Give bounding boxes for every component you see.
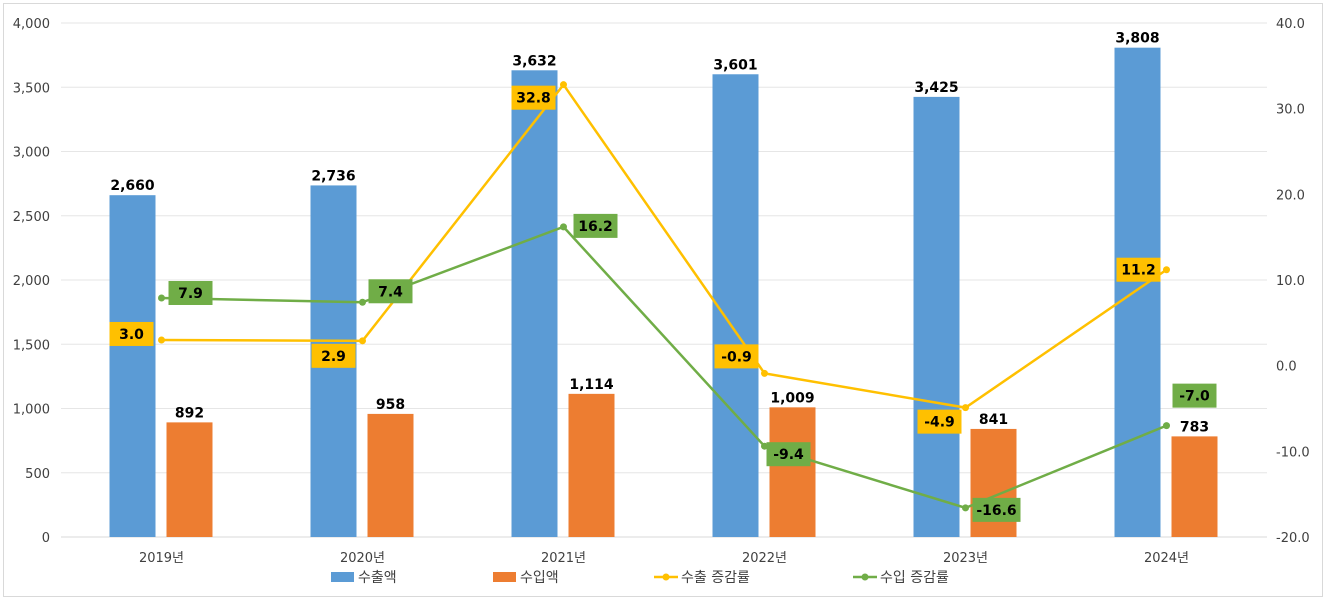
line-marker [962, 504, 969, 512]
right-axis-tick: 40.0 [1276, 17, 1305, 32]
data-label-box [766, 442, 811, 467]
line-marker [359, 337, 366, 345]
bar-export [913, 96, 960, 537]
bar-data-label: 892 [175, 405, 204, 421]
bar-data-label: 1,009 [770, 390, 814, 406]
x-axis-tick: 2023년 [943, 551, 988, 566]
line-data-label: 7.9 [178, 286, 203, 302]
line-data-label: 3.0 [119, 327, 144, 343]
x-axis-tick: 2021년 [541, 551, 586, 566]
legend-label: 수입액 [520, 570, 559, 586]
bar-data-label: 3,632 [512, 53, 556, 69]
line-data-label: -0.9 [721, 349, 752, 365]
right-axis-tick: 10.0 [1276, 274, 1305, 289]
line-data-label: 11.2 [1121, 263, 1156, 279]
bar-import [568, 393, 615, 537]
right-axis-tick: 0.0 [1276, 360, 1297, 375]
bar-data-label: 3,425 [914, 80, 958, 96]
line-marker [359, 298, 366, 306]
line-data-label: -9.4 [773, 447, 804, 463]
legend-label: 수출액 [358, 570, 397, 586]
line-data-label: -7.0 [1179, 389, 1210, 405]
left-axis-tick: 2,500 [13, 210, 50, 225]
chart-frame [3, 3, 1323, 597]
bar-data-label: 958 [376, 397, 405, 413]
data-label-box [511, 85, 556, 110]
left-axis-tick: 0 [42, 531, 50, 546]
left-axis-tick: 3,000 [13, 146, 50, 161]
legend-swatch [331, 572, 354, 582]
bar-export [1114, 47, 1161, 538]
x-axis-tick: 2024년 [1144, 551, 1189, 566]
right-axis-tick: -10.0 [1276, 445, 1310, 460]
bar-export [511, 70, 558, 538]
data-label-box [168, 280, 213, 305]
data-label-box [714, 344, 759, 369]
left-axis-tick: 2,000 [13, 274, 50, 289]
left-axis-tick: 4,000 [13, 17, 50, 32]
line-marker [962, 404, 969, 412]
data-label-box [573, 213, 618, 238]
bar-export [712, 74, 759, 538]
x-axis-tick: 2022년 [742, 551, 787, 566]
line-data-label: 32.8 [516, 91, 551, 107]
line-marker [761, 442, 768, 450]
line-marker [1163, 266, 1170, 274]
data-label-box [972, 497, 1021, 522]
bar-data-label: 3,808 [1115, 31, 1159, 47]
right-axis-tick: 20.0 [1276, 188, 1305, 203]
line-marker [761, 369, 768, 377]
legend-marker [861, 573, 869, 581]
bar-export [109, 195, 156, 537]
left-axis-tick: 1,000 [13, 403, 50, 418]
line-data-label: -16.6 [976, 503, 1016, 519]
line-export-growth [161, 82, 1168, 409]
legend-label: 수입 증감률 [880, 570, 949, 586]
bar-import [166, 422, 213, 537]
legend-label: 수출 증감률 [681, 570, 750, 586]
right-axis-tick: 30.0 [1276, 103, 1305, 118]
line-marker [158, 294, 165, 302]
legend-swatch [493, 572, 516, 582]
bar-data-label: 2,660 [110, 178, 155, 194]
data-label-box [109, 321, 154, 346]
line-data-label: 2.9 [321, 349, 346, 365]
left-axis-tick: 500 [25, 467, 50, 482]
data-label-box [311, 343, 356, 368]
bar-data-label: 3,601 [713, 57, 757, 73]
line-import-growth [161, 225, 1167, 510]
bar-import [367, 413, 414, 537]
line-marker [560, 223, 567, 231]
bar-data-label: 783 [1180, 419, 1209, 435]
data-label-box [917, 409, 962, 434]
line-marker [560, 81, 567, 89]
bar-import [769, 407, 816, 537]
legend-marker [662, 573, 670, 581]
data-label-box [368, 279, 413, 304]
left-axis-tick: 1,500 [13, 338, 50, 353]
x-axis-tick: 2019년 [139, 551, 184, 566]
line-marker [1163, 422, 1170, 430]
bar-import [1171, 436, 1218, 537]
line-data-label: 7.4 [378, 284, 403, 300]
left-axis-tick: 3,500 [13, 81, 50, 96]
bar-data-label: 841 [979, 412, 1008, 428]
line-data-label: -4.9 [924, 415, 955, 431]
data-label-box [1116, 257, 1161, 282]
right-axis-tick: -20.0 [1276, 531, 1310, 546]
bar-data-label: 2,736 [311, 168, 355, 184]
bar-data-label: 1,114 [569, 377, 614, 393]
data-label-box [1172, 383, 1217, 408]
line-marker [158, 336, 165, 344]
x-axis-tick: 2020년 [340, 551, 385, 566]
line-data-label: 16.2 [578, 219, 613, 235]
